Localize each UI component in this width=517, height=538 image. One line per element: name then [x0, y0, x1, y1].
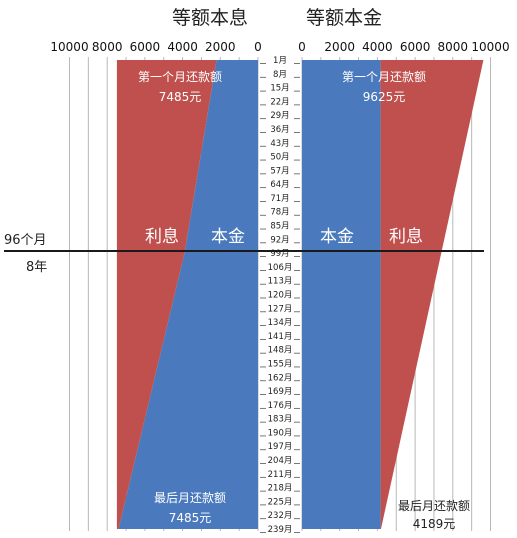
month-label: 134月: [268, 318, 293, 328]
month-label: 190月: [268, 428, 293, 438]
month-label: 106月: [268, 263, 293, 273]
right-axis-tick-label: 4000: [362, 40, 393, 54]
month-label: 127月: [268, 304, 293, 314]
left-axis-tick-label: 8000: [92, 40, 123, 54]
left-interest-series-label: 利息: [145, 227, 179, 247]
left-first-month-label: 第一个月还款额: [138, 70, 222, 84]
month-axis: 1月 8月 15月 22月 29月 36月 43月 50月 57月 64月 71月 78月 85月 92月…: [260, 56, 300, 535]
month-label: 50月: [270, 153, 289, 163]
right-interest-series-label: 利息: [389, 227, 423, 247]
month-label: 176月: [268, 401, 293, 411]
left-last-month-amount: 7485元: [169, 511, 212, 525]
right-first-month-label: 第一个月还款额: [342, 70, 426, 84]
month-label: 64月: [270, 180, 289, 190]
left-principal-area: [118, 60, 258, 529]
divider-label-years: 8年: [26, 260, 47, 275]
left-principal-series-label: 本金: [211, 227, 245, 247]
right-last-month-amount: 4189元: [413, 517, 456, 531]
month-label: 29月: [270, 111, 289, 121]
value-axis-ticks: 10000 8000 6000 4000 2000 0 0 2000 4000 6000 8000 1…: [50, 40, 509, 54]
month-label: 141月: [268, 332, 293, 342]
right-axis-tick-label: 10000: [471, 40, 509, 54]
month-label: 239月: [268, 525, 293, 535]
divider-label-months: 96个月: [4, 233, 47, 248]
month-label: 162月: [268, 373, 293, 383]
right-axis-tick-label: 6000: [400, 40, 431, 54]
left-last-month-label: 最后月还款额: [154, 491, 226, 505]
left-interest-area: [116, 60, 217, 529]
month-label: 211月: [268, 470, 293, 480]
month-label: 8月: [273, 70, 287, 80]
month-label: 43月: [270, 139, 289, 149]
month-label: 232月: [268, 511, 293, 521]
area-layer: [116, 60, 484, 529]
right-axis-tick-label: 0: [298, 40, 306, 54]
month-label: 1月: [273, 56, 287, 66]
month-label: 36月: [270, 125, 289, 135]
month-label: 99月: [270, 249, 289, 259]
month-label: 71月: [270, 194, 289, 204]
left-axis-tick-label: 6000: [130, 40, 161, 54]
month-label: 225月: [268, 497, 293, 507]
month-label: 218月: [268, 484, 293, 494]
month-label: 169月: [268, 387, 293, 397]
right-last-month-label: 最后月还款额: [398, 499, 470, 513]
month-label: 15月: [270, 84, 289, 94]
month-label: 120月: [268, 291, 293, 301]
month-label: 197月: [268, 442, 293, 452]
right-principal-series-label: 本金: [320, 227, 354, 247]
right-axis-tick-label: 2000: [324, 40, 355, 54]
month-label: 92月: [270, 235, 289, 245]
left-axis-tick-label: 10000: [50, 40, 88, 54]
right-principal-area: [302, 60, 381, 529]
right-axis-tick-label: 8000: [438, 40, 469, 54]
month-label: 183月: [268, 415, 293, 425]
month-label: 113月: [268, 277, 293, 287]
right-interest-area: [380, 60, 484, 529]
left-axis-tick-label: 4000: [167, 40, 198, 54]
right-chart-title: 等额本金: [306, 7, 382, 29]
left-first-month-amount: 7485元: [159, 90, 202, 104]
right-first-month-amount: 9625元: [363, 90, 406, 104]
left-axis-tick-label: 0: [254, 40, 262, 54]
month-label: 22月: [270, 97, 289, 107]
month-label: 148月: [268, 346, 293, 356]
month-label: 155月: [268, 359, 293, 369]
month-label: 204月: [268, 456, 293, 466]
month-label: 78月: [270, 208, 289, 218]
left-axis-tick-label: 2000: [205, 40, 236, 54]
month-label: 57月: [270, 166, 289, 176]
left-chart-title: 等额本息: [172, 7, 248, 29]
month-label: 85月: [270, 222, 289, 232]
